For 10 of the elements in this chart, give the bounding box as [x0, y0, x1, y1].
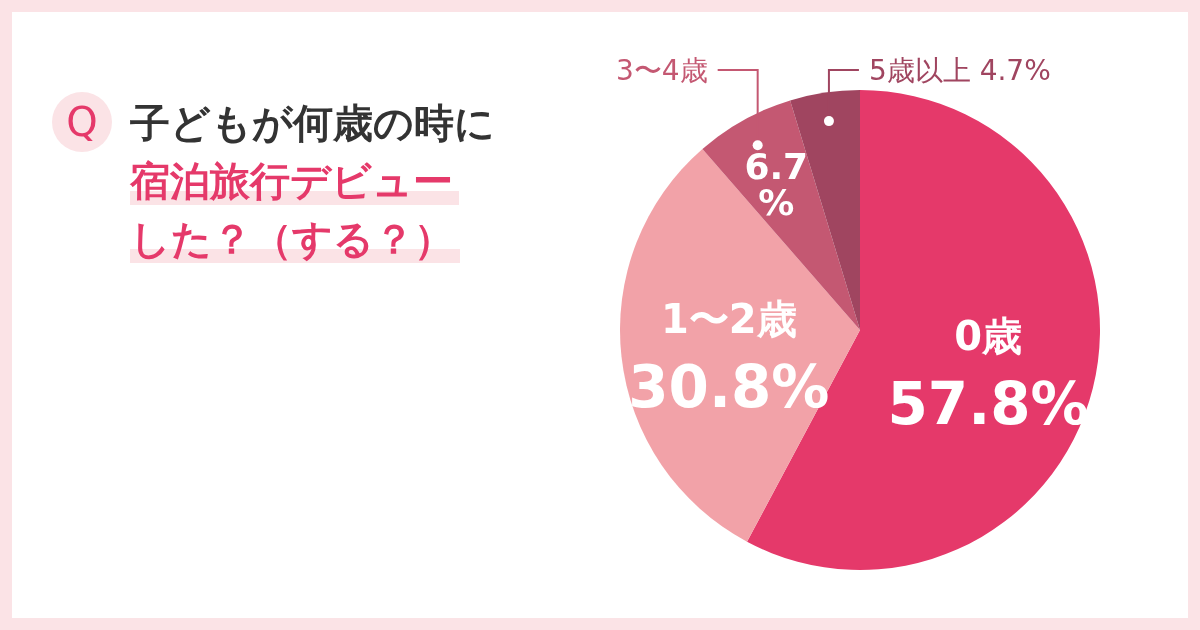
data-label: 6.7%: [744, 145, 809, 223]
text: 宿泊旅行デビューした？（する？）: [129, 158, 454, 262]
text: Q: [66, 99, 98, 145]
slice-label: 1〜2歳: [661, 295, 797, 342]
slice-label: 5歳以上 4.7%: [868, 54, 1051, 87]
data-label: 57.8%: [887, 370, 1089, 439]
slice-label: 0歳: [954, 313, 1022, 360]
slice-label: 3〜4歳: [616, 54, 708, 87]
data-label: 30.8%: [628, 352, 830, 421]
text: 子どもが何歳の時に: [129, 100, 495, 146]
